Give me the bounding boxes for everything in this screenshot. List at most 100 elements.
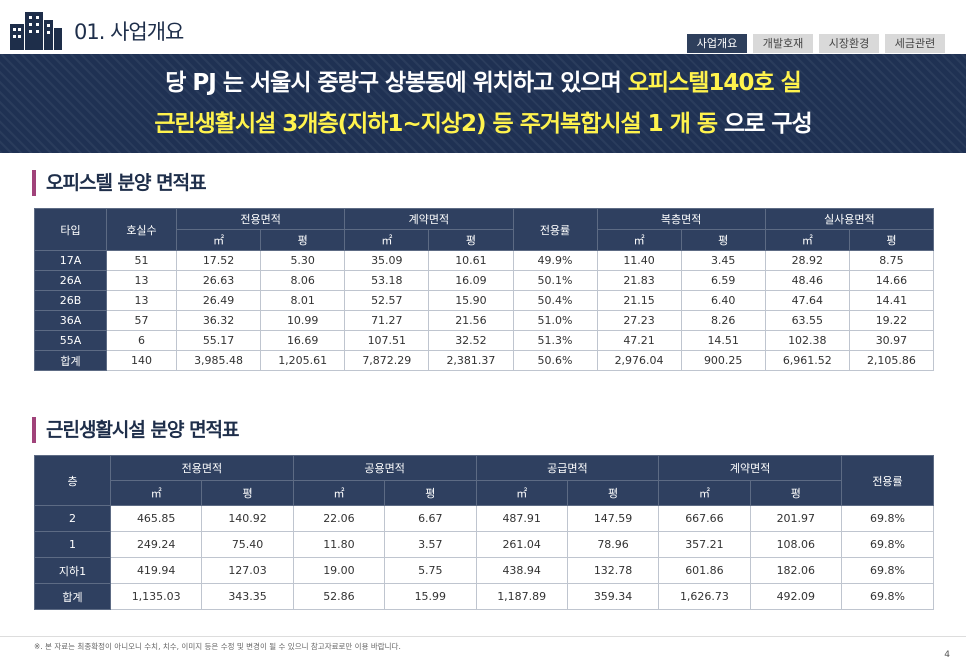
header-sqm: ㎡ bbox=[344, 229, 430, 251]
table-row: 1 249.24 75.40 11.80 3.57 261.04 78.96 357.21 10… bbox=[34, 531, 934, 558]
table-cell: 140 bbox=[106, 350, 177, 371]
table-cell: 3.57 bbox=[384, 531, 477, 558]
header-pyeong: 평 bbox=[201, 480, 294, 506]
table-cell: 21.56 bbox=[428, 310, 514, 331]
header-sqm: ㎡ bbox=[764, 229, 850, 251]
disclaimer-note: ※. 본 자료는 최종확정이 아니오니 수치, 치수, 이미지 등은 수정 및 … bbox=[34, 642, 401, 651]
table-cell: 147.59 bbox=[566, 505, 660, 532]
table-cell: 49.9% bbox=[512, 250, 598, 271]
table-cell: 50.6% bbox=[512, 350, 598, 371]
table-cell: 52.86 bbox=[292, 583, 386, 610]
header-exclusive: 전용면적 bbox=[175, 208, 346, 230]
officetel-section-title: 오피스텔 분양 면적표 bbox=[32, 170, 207, 196]
table-cell: 51 bbox=[106, 250, 177, 271]
header-sqm: ㎡ bbox=[292, 480, 386, 506]
row-label: 합계 bbox=[34, 583, 111, 610]
table-cell: 140.92 bbox=[201, 505, 294, 532]
table-cell: 16.69 bbox=[260, 330, 346, 351]
officetel-area-table: 타입 호실수 전용면적 계약면적 전용률 복층면적 실사용면적 ㎡ 평 ㎡ 평 … bbox=[34, 208, 935, 371]
table-cell: 17.52 bbox=[175, 250, 262, 271]
table-cell: 48.46 bbox=[764, 270, 850, 291]
table-cell: 601.86 bbox=[658, 557, 751, 584]
table-cell: 21.83 bbox=[596, 270, 682, 291]
table-row: 26A 13 26.63 8.06 53.18 16.09 50.1% 21.83 6.59 48… bbox=[34, 270, 935, 291]
table-cell: 21.15 bbox=[596, 290, 682, 311]
table-cell: 11.40 bbox=[596, 250, 682, 271]
buildings-logo-icon bbox=[10, 12, 62, 50]
table-cell: 63.55 bbox=[764, 310, 850, 331]
table-cell: 30.97 bbox=[848, 330, 935, 351]
table-cell: 6.40 bbox=[680, 290, 766, 311]
tab-development[interactable]: 개발호재 bbox=[753, 34, 813, 53]
header-units: 호실수 bbox=[106, 208, 177, 251]
summary-banner: 당 PJ 는 서울시 중랑구 상봉동에 위치하고 있으며 오피스텔140호 실 … bbox=[0, 54, 966, 153]
table-cell: 438.94 bbox=[475, 557, 568, 584]
table-cell: 69.8% bbox=[841, 531, 934, 558]
table-cell: 127.03 bbox=[201, 557, 294, 584]
table-row: 합계 1,135.03 343.35 52.86 15.99 1,187.89 359.34… bbox=[34, 583, 934, 610]
table-cell: 900.25 bbox=[680, 350, 766, 371]
table-cell: 1,135.03 bbox=[109, 583, 203, 610]
header-supply: 공급면적 bbox=[475, 455, 660, 481]
table-cell: 51.3% bbox=[512, 330, 598, 351]
table-cell: 75.40 bbox=[201, 531, 294, 558]
header-sqm: ㎡ bbox=[658, 480, 751, 506]
retail-area-table: 층 전용면적 공용면적 공급면적 계약면적 전용률 ㎡ 평 ㎡ 평 ㎡ 평 ㎡ … bbox=[34, 455, 934, 610]
table-cell: 13 bbox=[106, 290, 177, 311]
table-cell: 201.97 bbox=[749, 505, 843, 532]
table-cell: 15.99 bbox=[384, 583, 477, 610]
table-cell: 53.18 bbox=[344, 270, 430, 291]
table-cell: 6.59 bbox=[680, 270, 766, 291]
table-cell: 102.38 bbox=[764, 330, 850, 351]
table-cell: 13 bbox=[106, 270, 177, 291]
header-pyeong: 평 bbox=[848, 229, 935, 251]
table-cell: 492.09 bbox=[749, 583, 843, 610]
table-cell: 50.4% bbox=[512, 290, 598, 311]
table-cell: 15.90 bbox=[428, 290, 514, 311]
table-cell: 52.57 bbox=[344, 290, 430, 311]
tab-overview[interactable]: 사업개요 bbox=[687, 34, 747, 53]
table-cell: 1,187.89 bbox=[475, 583, 568, 610]
banner-highlight: 근린생활시설 3개층(지하1~지상2) 등 주거복합시설 1 개 동 bbox=[154, 111, 718, 137]
tab-tax[interactable]: 세금관련 bbox=[885, 34, 945, 53]
header-ratio: 전용률 bbox=[841, 455, 934, 506]
table-cell: 55.17 bbox=[175, 330, 262, 351]
header-contract: 계약면적 bbox=[658, 455, 842, 481]
header-type: 타입 bbox=[34, 208, 107, 251]
header-pyeong: 평 bbox=[428, 229, 514, 251]
header-floor: 층 bbox=[34, 455, 111, 506]
table-cell: 2,105.86 bbox=[848, 350, 935, 371]
table-row: 26B 13 26.49 8.01 52.57 15.90 50.4% 21.15 6.40 47… bbox=[34, 290, 935, 311]
banner-highlight: 오피스텔140호 실 bbox=[627, 70, 802, 96]
table-cell: 19.00 bbox=[292, 557, 386, 584]
table-cell: 343.35 bbox=[201, 583, 294, 610]
table-cell: 35.09 bbox=[344, 250, 430, 271]
row-label: 합계 bbox=[34, 350, 107, 371]
table-cell: 6.67 bbox=[384, 505, 477, 532]
table-cell: 8.26 bbox=[680, 310, 766, 331]
table-cell: 108.06 bbox=[749, 531, 843, 558]
table-cell: 2,381.37 bbox=[428, 350, 514, 371]
table-cell: 22.06 bbox=[292, 505, 386, 532]
footer-divider bbox=[0, 636, 966, 637]
table-cell: 16.09 bbox=[428, 270, 514, 291]
table-row: 36A 57 36.32 10.99 71.27 21.56 51.0% 27.23 8.26 6… bbox=[34, 310, 935, 331]
banner-text: 으로 구성 bbox=[717, 111, 813, 137]
table-cell: 5.30 bbox=[260, 250, 346, 271]
table-cell: 357.21 bbox=[658, 531, 751, 558]
retail-section-title: 근린생활시설 분양 면적표 bbox=[32, 417, 240, 443]
row-label: 17A bbox=[34, 250, 107, 271]
header-pyeong: 평 bbox=[384, 480, 477, 506]
table-cell: 182.06 bbox=[749, 557, 843, 584]
header-loft: 복층면적 bbox=[596, 208, 766, 230]
header-pyeong: 평 bbox=[566, 480, 660, 506]
table-cell: 6,961.52 bbox=[764, 350, 850, 371]
table-cell: 1,205.61 bbox=[260, 350, 346, 371]
header-exclusive: 전용면적 bbox=[110, 455, 294, 481]
table-cell: 3,985.48 bbox=[175, 350, 262, 371]
header-common: 공용면적 bbox=[292, 455, 477, 481]
table-cell: 14.41 bbox=[848, 290, 935, 311]
table-cell: 14.66 bbox=[848, 270, 935, 291]
tab-market[interactable]: 시장환경 bbox=[819, 34, 879, 53]
row-label: 55A bbox=[34, 330, 107, 351]
